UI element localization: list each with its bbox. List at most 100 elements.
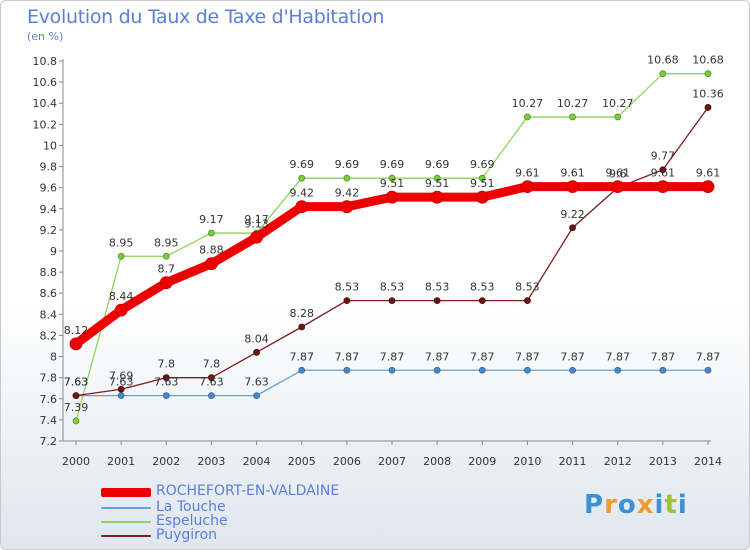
y-tick-label: 7.4 <box>40 414 58 427</box>
x-tick-label: 2002 <box>152 455 180 468</box>
data-label-rochefort: 9.51 <box>470 177 495 190</box>
data-point-rochefort <box>340 200 354 214</box>
data-point-puygiron <box>162 374 170 382</box>
y-tick-label: 8.4 <box>40 308 58 321</box>
data-label-la-touche: 7.63 <box>64 376 89 389</box>
data-point-puygiron <box>253 348 260 356</box>
x-tick-label: 2013 <box>649 455 677 468</box>
data-label-espeluche: 10.68 <box>647 54 679 67</box>
data-label-puygiron: 9.6 <box>609 168 627 181</box>
data-label-espeluche: 10.27 <box>602 97 634 110</box>
data-label-la-touche: 7.87 <box>560 350 585 363</box>
data-label-la-touche: 7.63 <box>244 376 269 389</box>
data-point-rochefort <box>475 190 489 204</box>
data-label-puygiron: 10.36 <box>692 87 724 100</box>
data-label-espeluche: 8.95 <box>154 236 179 249</box>
data-point-la-touche <box>704 366 712 374</box>
data-label-la-touche: 7.87 <box>335 350 360 363</box>
data-point-rochefort <box>69 337 83 351</box>
data-label-rochefort: 8.88 <box>199 244 224 257</box>
data-point-espeluche <box>162 252 170 260</box>
data-label-espeluche: 10.68 <box>692 54 724 67</box>
data-point-puygiron <box>388 297 396 305</box>
logo-letter: r <box>604 490 618 520</box>
data-label-puygiron: 8.53 <box>425 281 450 294</box>
data-point-espeluche <box>614 113 622 121</box>
data-point-puygiron <box>298 323 306 331</box>
legend-label-puygiron: Puygiron <box>156 527 218 543</box>
y-tick-label: 9.6 <box>40 182 58 195</box>
x-tick-label: 2010 <box>513 455 541 468</box>
data-point-la-touche <box>298 366 306 374</box>
logo-letter: o <box>617 490 637 520</box>
data-label-espeluche: 9.69 <box>335 158 360 171</box>
data-point-la-touche <box>433 366 441 374</box>
data-label-puygiron: 9.77 <box>651 150 676 163</box>
data-point-espeluche <box>208 229 215 237</box>
data-point-la-touche <box>208 392 215 400</box>
data-point-la-touche <box>343 366 351 374</box>
data-label-espeluche: 9.69 <box>470 158 495 171</box>
data-label-puygiron: 7.63 <box>64 376 89 389</box>
y-tick-label: 8.2 <box>40 329 58 342</box>
y-tick-label: 10.4 <box>33 97 58 110</box>
data-label-la-touche: 7.63 <box>109 376 134 389</box>
data-label-la-touche: 7.87 <box>696 350 721 363</box>
data-label-puygiron: 8.53 <box>335 281 360 294</box>
data-label-puygiron: 8.28 <box>289 307 314 320</box>
data-label-espeluche: 9.17 <box>199 213 224 226</box>
data-point-rochefort <box>250 230 263 244</box>
data-label-rochefort: 9.61 <box>560 167 585 180</box>
data-point-espeluche <box>433 174 441 182</box>
y-tick-label: 10 <box>43 139 57 152</box>
data-label-puygiron: 7.8 <box>203 358 221 371</box>
data-label-rochefort: 9.61 <box>696 167 721 180</box>
data-label-puygiron: 8.53 <box>515 281 540 294</box>
data-point-rochefort <box>430 190 444 204</box>
legend-item-la-touche: La Touche <box>101 499 401 515</box>
data-point-la-touche <box>569 366 576 374</box>
y-tick-label: 7.6 <box>40 393 58 406</box>
data-point-espeluche <box>478 174 486 182</box>
data-point-rochefort <box>701 180 715 194</box>
y-tick-label: 9.8 <box>40 161 58 174</box>
x-tick-label: 2006 <box>333 455 361 468</box>
legend-label-la-touche: La Touche <box>156 499 226 515</box>
data-label-puygiron: 7.69 <box>109 369 134 382</box>
legend-item-rochefort: ROCHEFORT-EN-VALDAINE <box>101 483 401 499</box>
legend-swatch-la-touche <box>101 507 151 509</box>
data-label-la-touche: 7.87 <box>515 350 540 363</box>
data-label-la-touche: 7.87 <box>425 350 450 363</box>
data-point-puygiron <box>208 374 215 382</box>
y-tick-label: 8.6 <box>40 287 58 300</box>
data-point-rochefort <box>385 190 399 204</box>
legend-item-puygiron: Puygiron <box>101 527 401 543</box>
data-point-puygiron <box>72 392 80 400</box>
data-label-puygiron: 8.53 <box>380 281 405 294</box>
x-tick-label: 2005 <box>288 455 316 468</box>
data-point-puygiron <box>569 224 576 232</box>
data-point-rochefort <box>295 200 309 214</box>
x-tick-label: 2000 <box>62 455 90 468</box>
data-point-espeluche <box>298 174 306 182</box>
x-tick-label: 2014 <box>694 455 722 468</box>
x-tick-label: 2001 <box>107 455 135 468</box>
data-point-la-touche <box>614 366 622 374</box>
data-point-la-touche <box>478 366 486 374</box>
data-label-espeluche: 10.27 <box>512 97 544 110</box>
data-label-rochefort: 8.7 <box>158 263 176 276</box>
data-label-puygiron: 8.53 <box>470 281 495 294</box>
y-tick-label: 10.8 <box>33 55 58 68</box>
data-point-puygiron <box>659 166 667 174</box>
data-point-espeluche <box>117 252 125 260</box>
data-point-espeluche <box>72 417 80 425</box>
data-point-rochefort <box>656 180 670 194</box>
legend-swatch-espeluche <box>101 521 151 523</box>
data-label-puygiron: 7.8 <box>158 358 176 371</box>
data-label-espeluche: 10.27 <box>557 97 589 110</box>
y-tick-label: 8.8 <box>40 266 58 279</box>
data-point-la-touche <box>253 392 260 400</box>
legend-label-rochefort: ROCHEFORT-EN-VALDAINE <box>156 483 340 499</box>
data-label-rochefort: 9.61 <box>605 167 630 180</box>
